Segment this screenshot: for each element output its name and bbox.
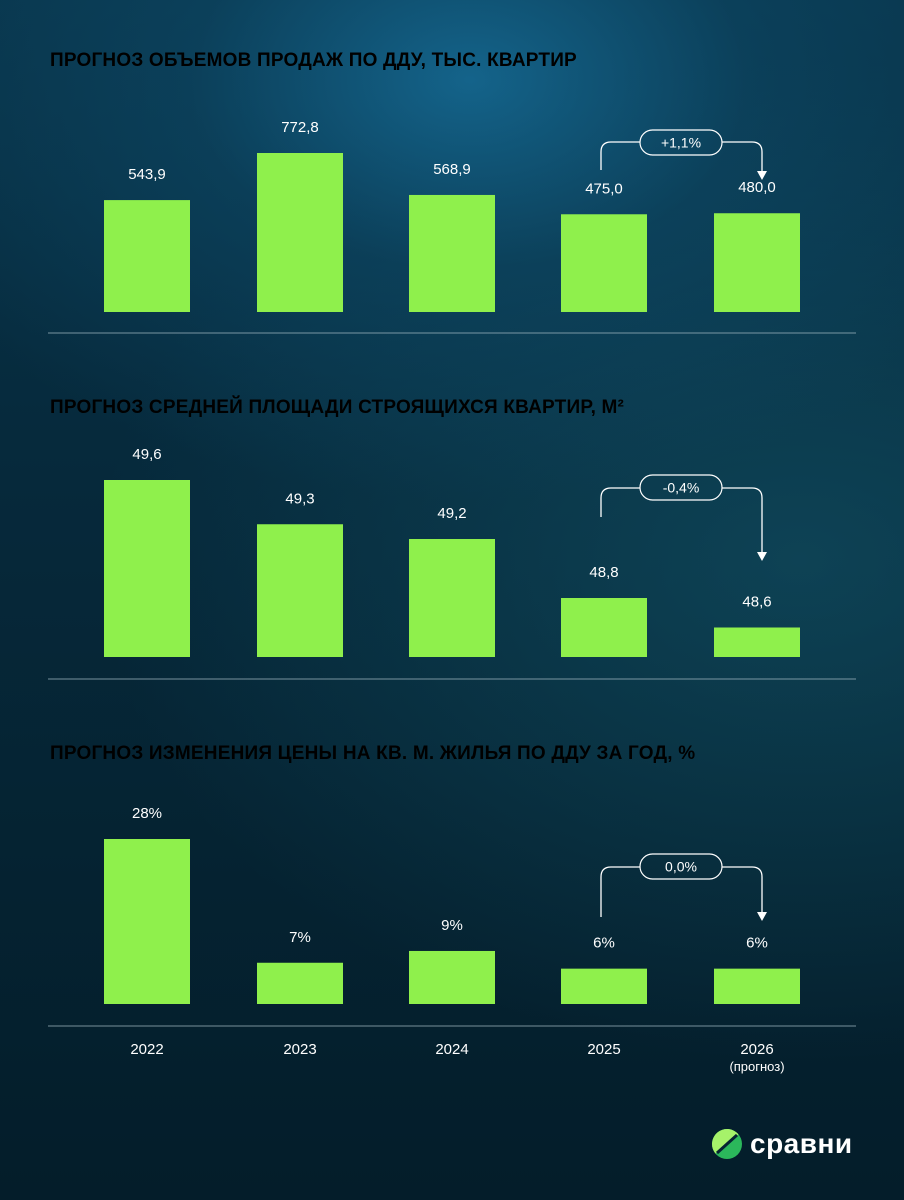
bar-2025: [561, 214, 647, 312]
arrow-right-path: [722, 141, 763, 172]
bar-2022: [104, 839, 190, 1004]
delta-pill: [639, 129, 723, 156]
bar-2022: [104, 200, 190, 312]
arrow-right-path: [722, 866, 763, 913]
bar-2025: [561, 968, 647, 1004]
arrow-left-path: [600, 487, 640, 517]
x-tick-label: 2023: [283, 1041, 316, 1058]
delta-pill: [639, 474, 723, 501]
x-axis-labels: 2022 2023 2024 2025 2026 (прогноз): [130, 1041, 784, 1074]
chart-title: ПРОГНОЗ ИЗМЕНЕНИЯ ЦЕНЫ НА КВ. М. ЖИЛЬЯ П…: [50, 743, 695, 764]
bar-2024: [409, 539, 495, 657]
bar-2024: [409, 194, 495, 312]
arrow-down-icon: [757, 912, 767, 921]
sravni-logo-icon: [712, 1129, 742, 1159]
value-label-2025: 48,8: [589, 564, 618, 581]
delta-pill: [639, 853, 723, 880]
arrow-left-path: [600, 141, 640, 170]
bar-2023: [257, 524, 343, 657]
arrow-right-path: [722, 487, 763, 553]
delta-annotation: +1,1%: [600, 129, 767, 180]
delta-annotation: 0,0%: [600, 853, 767, 921]
value-label-2022: 28%: [132, 805, 162, 822]
value-label-2022: 543,9: [128, 166, 166, 183]
bar-2025: [561, 598, 647, 657]
arrow-left-path: [600, 866, 640, 917]
bar-2023: [257, 153, 343, 312]
forecast-note: (прогноз): [729, 1059, 784, 1074]
x-tick-label: 2022: [130, 1041, 163, 1058]
bar-2026: [714, 627, 800, 657]
x-tick-label: 2024: [435, 1041, 468, 1058]
x-tick-label: 2025: [587, 1041, 620, 1058]
bars-group: 49,6 49,3 49,2 48,8 48,6: [104, 446, 800, 657]
value-label-2025: 475,0: [585, 180, 623, 197]
bar-2023: [257, 962, 343, 1004]
value-label-2023: 49,3: [285, 490, 314, 507]
brand-name: сравни: [750, 1128, 853, 1159]
value-label-2024: 49,2: [437, 505, 466, 522]
value-label-2025: 6%: [593, 935, 615, 952]
value-label-2024: 568,9: [433, 161, 471, 178]
value-label-2023: 772,8: [281, 119, 319, 136]
value-label-2026: 48,6: [742, 594, 771, 611]
bars-group: 543,9 772,8 568,9 475,0 480,0: [104, 119, 800, 312]
bar-2024: [409, 950, 495, 1004]
value-label-2022: 49,6: [132, 446, 161, 463]
value-label-2026: 6%: [746, 935, 768, 952]
delta-label: 0,0%: [665, 859, 697, 875]
delta-label: +1,1%: [661, 135, 701, 151]
chart-price-change: ПРОГНОЗ ИЗМЕНЕНИЯ ЦЕНЫ НА КВ. М. ЖИЛЬЯ П…: [48, 743, 856, 1027]
chart-sales-volume: ПРОГНОЗ ОБЪЕМОВ ПРОДАЖ ПО ДДУ, ТЫС. КВАР…: [48, 50, 856, 334]
value-label-2024: 9%: [441, 917, 463, 934]
delta-label: -0,4%: [663, 480, 700, 496]
brand-logo: сравни: [712, 1128, 853, 1159]
chart-title: ПРОГНОЗ СРЕДНЕЙ ПЛОЩАДИ СТРОЯЩИХСЯ КВАРТ…: [50, 396, 624, 418]
arrow-down-icon: [757, 171, 767, 180]
chart-average-area: ПРОГНОЗ СРЕДНЕЙ ПЛОЩАДИ СТРОЯЩИХСЯ КВАРТ…: [48, 396, 856, 680]
bar-2026: [714, 968, 800, 1004]
bars-group: 28% 7% 9% 6% 6%: [104, 805, 800, 1004]
value-label-2023: 7%: [289, 929, 311, 946]
bar-2022: [104, 480, 190, 657]
arrow-down-icon: [757, 552, 767, 561]
bar-2026: [714, 213, 800, 312]
delta-annotation: -0,4%: [600, 474, 767, 561]
x-tick-label: 2026: [740, 1041, 773, 1058]
chart-title: ПРОГНОЗ ОБЪЕМОВ ПРОДАЖ ПО ДДУ, ТЫС. КВАР…: [50, 50, 577, 71]
value-label-2026: 480,0: [738, 179, 776, 196]
